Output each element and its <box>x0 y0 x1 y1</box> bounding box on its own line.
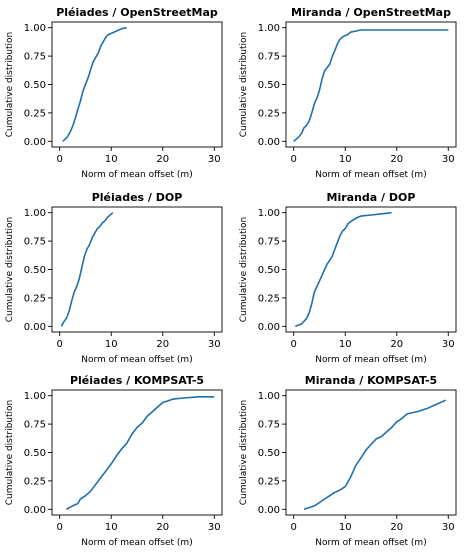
y-tick-label: 1.00 <box>258 208 280 219</box>
x-tick-label: 30 <box>442 154 455 165</box>
y-tick-label: 1.00 <box>258 391 280 402</box>
y-tick-label: 0.75 <box>24 420 46 431</box>
x-axis-label: Norm of mean offset (m) <box>315 355 426 365</box>
x-tick-label: 20 <box>390 154 403 165</box>
y-tick-label: 0.25 <box>258 476 280 487</box>
y-tick-label: 0.75 <box>24 237 46 248</box>
chart-panel-2: Miranda / OpenStreetMap 0 10 20 30 0.00 0.25 0.… <box>239 6 457 180</box>
x-tick-label: 0 <box>291 522 297 533</box>
y-tick-label: 0.75 <box>258 420 280 431</box>
x-tick-label: 0 <box>57 154 63 165</box>
chart-panel-1: Pléiades / OpenStreetMap 0 10 20 30 0.00 0.25 0… <box>5 6 223 180</box>
x-tick-label: 10 <box>105 522 118 533</box>
y-tick-label: 0.00 <box>24 505 46 516</box>
x-tick-label: 10 <box>105 154 118 165</box>
x-tick-label: 30 <box>442 339 455 350</box>
x-axis-label: Norm of mean offset (m) <box>315 538 426 548</box>
x-tick-label: 0 <box>57 339 63 350</box>
cdf-line-series-1 <box>303 399 447 511</box>
y-tick-label: 0.25 <box>24 108 46 119</box>
y-tick-label: 0.25 <box>258 293 280 304</box>
chart-title: Pléiades / KOMPSAT-5 <box>70 374 204 387</box>
y-axis-label: Cumulative distribution <box>239 217 249 323</box>
y-tick-label: 0.00 <box>258 505 280 516</box>
x-axis-label: Norm of mean offset (m) <box>315 170 426 180</box>
plot-frame <box>51 206 223 333</box>
y-axis-label: Cumulative distribution <box>239 400 249 506</box>
y-tick-label: 1.00 <box>24 391 46 402</box>
cdf-line-series-1 <box>293 29 449 142</box>
plot-frame <box>285 206 457 333</box>
x-axis-label: Norm of mean offset (m) <box>81 538 192 548</box>
y-tick-label: 0.75 <box>258 52 280 63</box>
y-tick-label: 0.75 <box>258 237 280 248</box>
chart-title: Pléiades / DOP <box>92 191 183 204</box>
plot-frame <box>285 21 457 148</box>
plot-frame <box>51 21 223 148</box>
y-tick-label: 0.00 <box>258 137 280 148</box>
chart-panel-3: Pléiades / DOP 0 10 20 30 0.00 0.25 0.50 0.75 1.0… <box>5 191 223 365</box>
x-tick-label: 20 <box>390 339 403 350</box>
y-tick-label: 0.25 <box>258 108 280 119</box>
x-tick-label: 20 <box>390 522 403 533</box>
y-tick-label: 0.50 <box>24 80 46 91</box>
chart-title: Pléiades / OpenStreetMap <box>56 6 218 19</box>
y-tick-label: 0.00 <box>24 137 46 148</box>
y-tick-label: 1.00 <box>258 23 280 34</box>
x-tick-label: 0 <box>57 522 63 533</box>
x-tick-label: 10 <box>339 154 352 165</box>
x-axis-label: Norm of mean offset (m) <box>81 170 192 180</box>
y-axis-label: Cumulative distribution <box>239 32 249 138</box>
y-axis-label: Cumulative distribution <box>5 400 15 506</box>
x-tick-label: 10 <box>339 522 352 533</box>
x-tick-label: 30 <box>442 522 455 533</box>
cdf-line-series-1 <box>66 396 215 511</box>
y-tick-label: 1.00 <box>24 208 46 219</box>
x-tick-label: 0 <box>291 339 297 350</box>
x-tick-label: 20 <box>156 154 169 165</box>
chart-title: Miranda / KOMPSAT-5 <box>305 374 437 387</box>
x-tick-label: 20 <box>156 339 169 350</box>
y-tick-label: 0.50 <box>258 265 280 276</box>
y-axis-label: Cumulative distribution <box>5 217 15 323</box>
y-tick-label: 0.00 <box>24 322 46 333</box>
cdf-line-series-1 <box>295 211 392 328</box>
cdf-line-series-1 <box>62 26 127 142</box>
y-tick-label: 0.25 <box>24 293 46 304</box>
plot-frame <box>51 389 223 516</box>
y-tick-label: 0.50 <box>24 265 46 276</box>
y-tick-label: 0.50 <box>24 448 46 459</box>
chart-title: Miranda / OpenStreetMap <box>291 6 451 19</box>
y-tick-label: 0.75 <box>24 52 46 63</box>
x-tick-label: 20 <box>156 522 169 533</box>
x-tick-label: 30 <box>208 522 221 533</box>
x-tick-label: 30 <box>208 339 221 350</box>
x-tick-label: 30 <box>208 154 221 165</box>
chart-title: Miranda / DOP <box>327 191 416 204</box>
x-tick-label: 10 <box>105 339 118 350</box>
y-tick-label: 0.00 <box>258 322 280 333</box>
x-tick-label: 10 <box>339 339 352 350</box>
x-tick-label: 0 <box>291 154 297 165</box>
y-tick-label: 0.50 <box>258 448 280 459</box>
y-tick-label: 0.25 <box>24 476 46 487</box>
y-tick-label: 0.50 <box>258 80 280 91</box>
chart-panel-5: Pléiades / KOMPSAT-5 0 10 20 30 0.00 0.25 0.50 0… <box>5 374 223 548</box>
plot-frame <box>285 389 457 516</box>
x-axis-label: Norm of mean offset (m) <box>81 355 192 365</box>
y-axis-label: Cumulative distribution <box>5 32 15 138</box>
cdf-line-series-1 <box>60 212 114 327</box>
chart-panel-4: Miranda / DOP 0 10 20 30 0.00 0.25 0.50 0.75 1.00… <box>239 191 457 365</box>
chart-panel-6: Miranda / KOMPSAT-5 0 10 20 30 0.00 0.25 0.50 0.… <box>239 374 457 548</box>
y-tick-label: 1.00 <box>24 23 46 34</box>
